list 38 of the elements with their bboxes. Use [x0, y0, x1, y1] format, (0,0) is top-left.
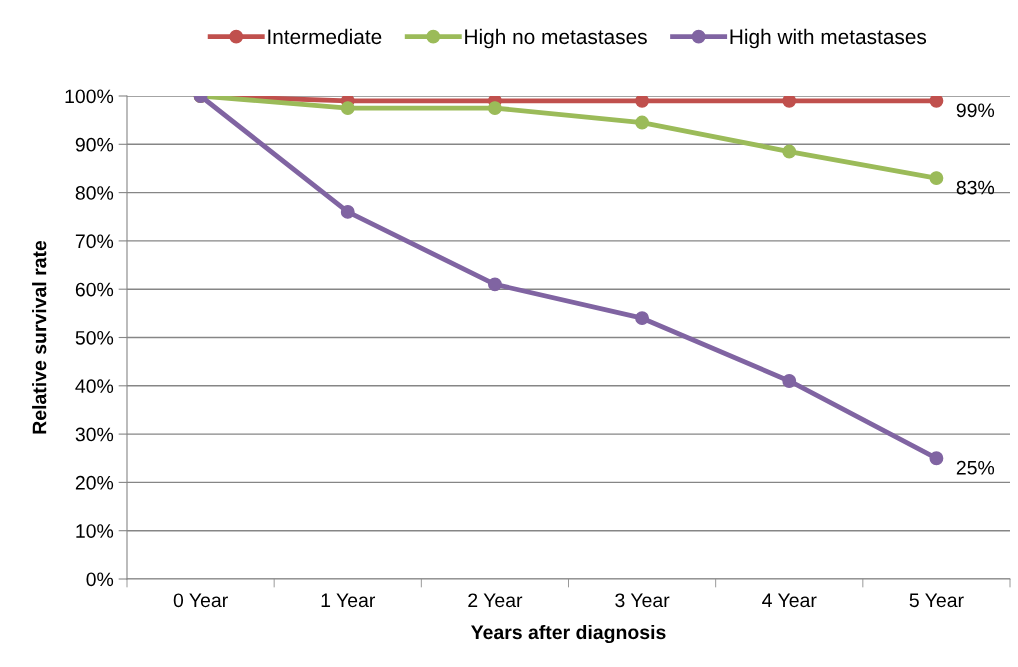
x-axis-title: Years after diagnosis	[471, 624, 666, 644]
point	[635, 96, 650, 108]
point	[929, 451, 944, 466]
point	[487, 277, 502, 292]
y-axis-title: Relative survival rate	[32, 240, 47, 434]
data-label: 25%	[956, 460, 995, 475]
point	[782, 374, 797, 388]
point	[929, 171, 944, 186]
point	[487, 101, 502, 116]
point	[929, 96, 944, 108]
legend-label: Intermediate	[268, 28, 382, 45]
x-tick-label: 5 Year	[909, 593, 964, 608]
point	[635, 115, 650, 130]
data-label: 99%	[956, 103, 995, 118]
x-tick-label: 4 Year	[762, 593, 817, 608]
x-tick-label: 1 Year	[321, 593, 376, 608]
y-tick-label: 80%	[75, 186, 114, 200]
y-tick-label: 50%	[75, 330, 114, 345]
point	[782, 96, 797, 108]
y-tick-label: 60%	[75, 282, 114, 297]
point	[340, 101, 355, 116]
y-tick-label: 70%	[75, 234, 114, 249]
y-tick-label: 30%	[75, 427, 114, 442]
legend-label: High with metastases	[730, 28, 927, 49]
y-tick-label: 10%	[76, 524, 114, 538]
x-tick-label: 0 Year	[173, 593, 228, 608]
x-tick-label: 3 Year	[615, 593, 670, 608]
y-tick-label: 20%	[75, 475, 114, 490]
y-tick-label: 90%	[75, 137, 114, 152]
point	[340, 204, 355, 219]
point	[782, 144, 797, 159]
legend-label: High no metastases	[465, 28, 647, 49]
x-tick-label: 2 Year	[468, 593, 523, 608]
y-tick-label: 40%	[75, 379, 114, 394]
y-tick-label: 100%	[65, 89, 114, 104]
data-label: 83%	[956, 180, 995, 195]
y-tick-label: 0%	[86, 572, 114, 587]
point	[635, 311, 650, 326]
